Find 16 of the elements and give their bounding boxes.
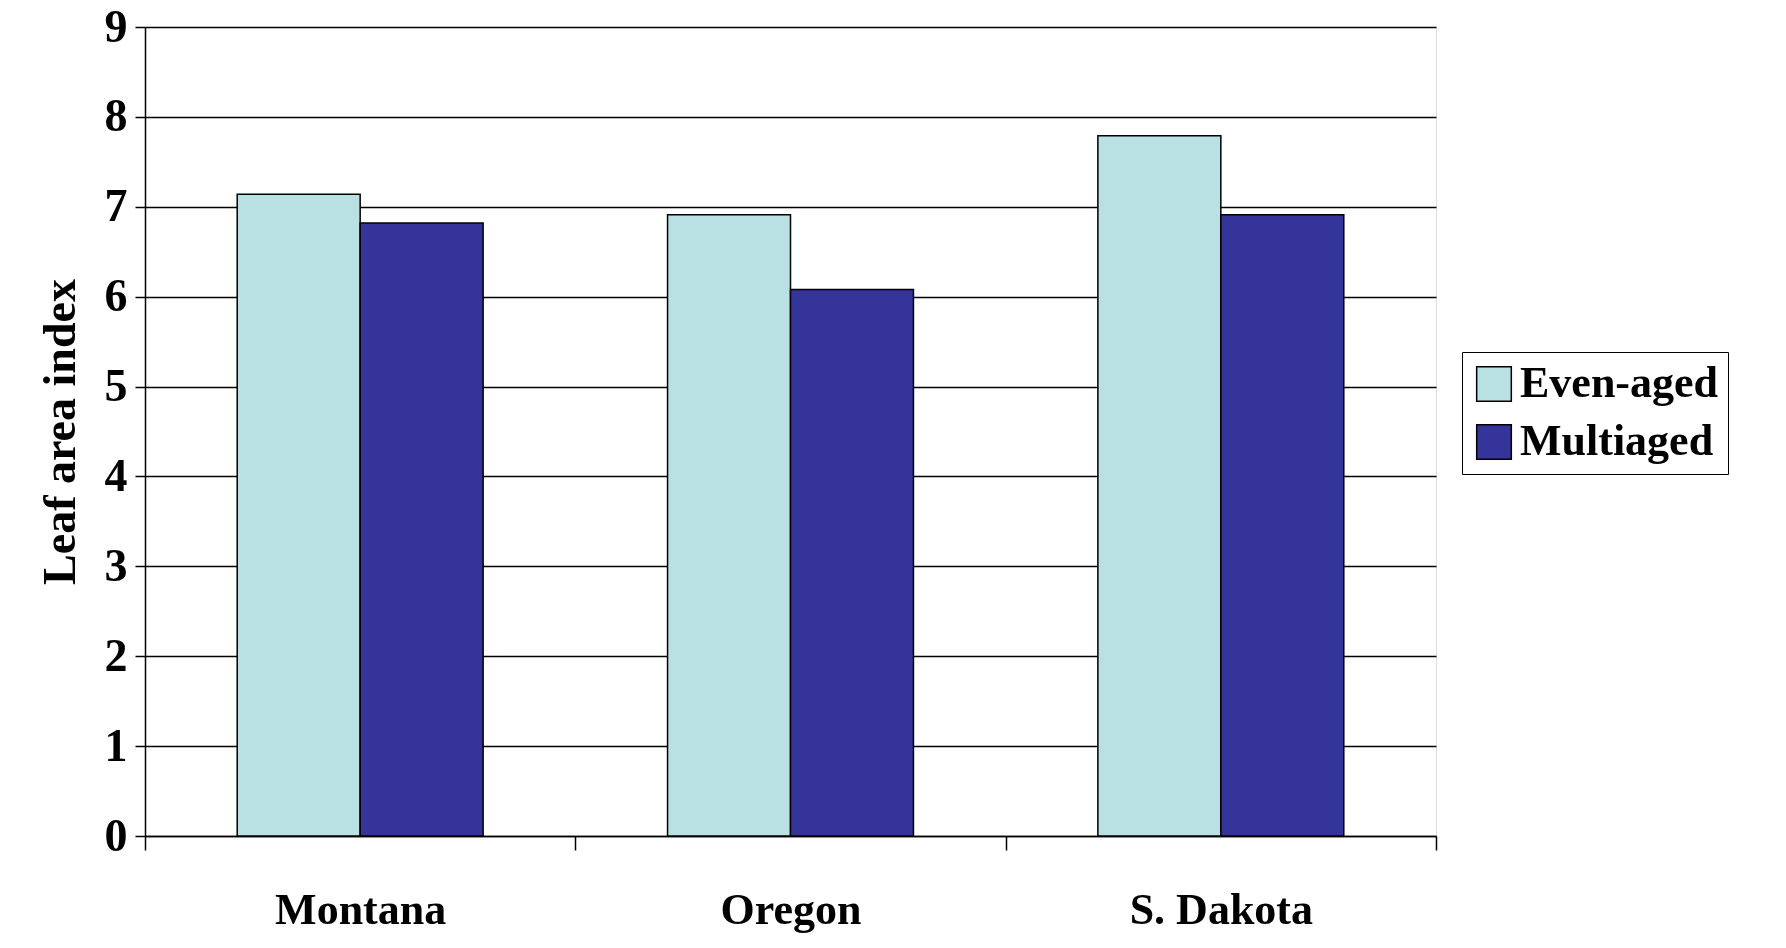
x-tick-label: Oregon — [720, 884, 862, 934]
legend-label: Multiaged — [1520, 416, 1714, 465]
y-tick-label: 9 — [104, 0, 128, 52]
y-tick-label: 5 — [104, 360, 128, 412]
y-tick-label: 6 — [104, 270, 128, 322]
y-tick-label: 8 — [104, 90, 128, 142]
y-tick-label: 7 — [104, 180, 128, 232]
y-axis-title: Leaf area index — [33, 279, 85, 585]
y-tick-label: 1 — [104, 719, 128, 771]
legend-label: Even-aged — [1520, 358, 1718, 407]
y-tick-label: 4 — [104, 449, 128, 501]
y-tick-label: 0 — [104, 809, 128, 861]
y-tick-label: 2 — [104, 629, 128, 681]
y-tick-label: 3 — [104, 539, 128, 591]
x-tick-label: S. Dakota — [1129, 884, 1314, 934]
x-tick-label: Montana — [275, 884, 447, 934]
